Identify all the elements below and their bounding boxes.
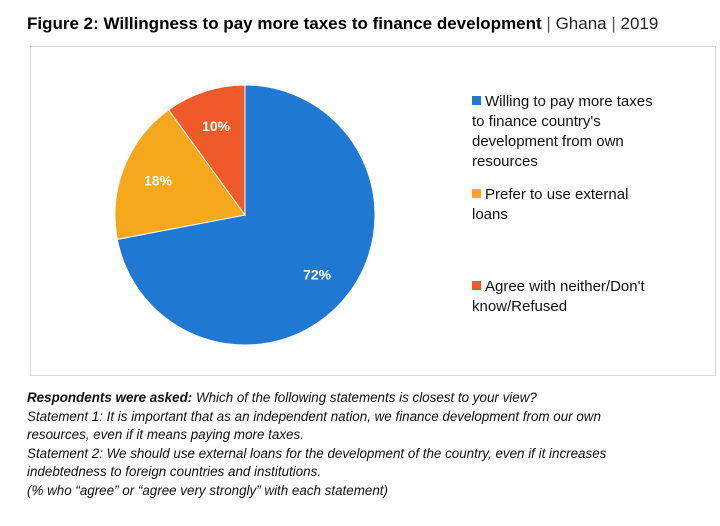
figure-title: Figure 2: Willingness to pay more taxes … [27,14,720,34]
figure-title-main: Figure 2: Willingness to pay more taxes … [27,14,542,33]
legend-swatch-external-loans [472,189,481,198]
notes-question-text: Which of the following statements is clo… [192,390,537,405]
pie-slice-external-loans [114,109,246,240]
title-separator-2: | [611,14,616,33]
legend-swatch-willing [472,96,481,105]
notes-block: Respondents were asked: Which of the fol… [27,389,720,501]
pie-slice-willing [116,84,376,346]
pie-label-external-loans: 18% [144,173,173,189]
legend-text-willing-1: Willing to pay more taxes [485,93,653,110]
legend-text-external-2: loans [472,206,508,223]
legend-item-external-loans: Prefer to use external loans [472,185,702,225]
legend-text-willing-4: resources [472,153,538,170]
legend-item-neither: Agree with neither/Don't know/Refused [472,277,702,317]
legend-text-willing-2: to finance country's [472,113,601,130]
notes-statement1-line1: Statement 1: It is important that as an … [27,408,601,424]
pie-label-willing: 72% [303,267,332,283]
legend-item-willing: Willing to pay more taxes to finance cou… [472,92,702,172]
title-separator-1: | [546,14,551,33]
notes-question: Respondents were asked: Which of the fol… [27,389,720,408]
pie-label-neither: 10% [202,118,231,134]
legend-text-external-1: Prefer to use external [485,186,629,203]
notes-statement1-line2: resources, even if it means paying more … [27,427,304,443]
notes-statement2-line1: Statement 2: We should use external loan… [27,445,607,461]
notes-question-label: Respondents were asked: [27,390,193,405]
figure-title-year: 2019 [620,14,659,33]
pie-slice-neither [167,84,246,217]
legend-text-neither-1: Agree with neither/Don't [485,278,645,295]
figure-title-country: Ghana [555,14,607,33]
legend-swatch-neither [472,281,481,290]
notes-footnote: (% who “agree” or “agree very strongly” … [27,482,388,498]
legend-text-neither-2: know/Refused [472,298,568,315]
chart-frame [30,46,716,376]
notes-statement2-line2: indebtedness to foreign countries and in… [27,464,322,480]
legend-text-willing-3: development from own [472,133,624,150]
